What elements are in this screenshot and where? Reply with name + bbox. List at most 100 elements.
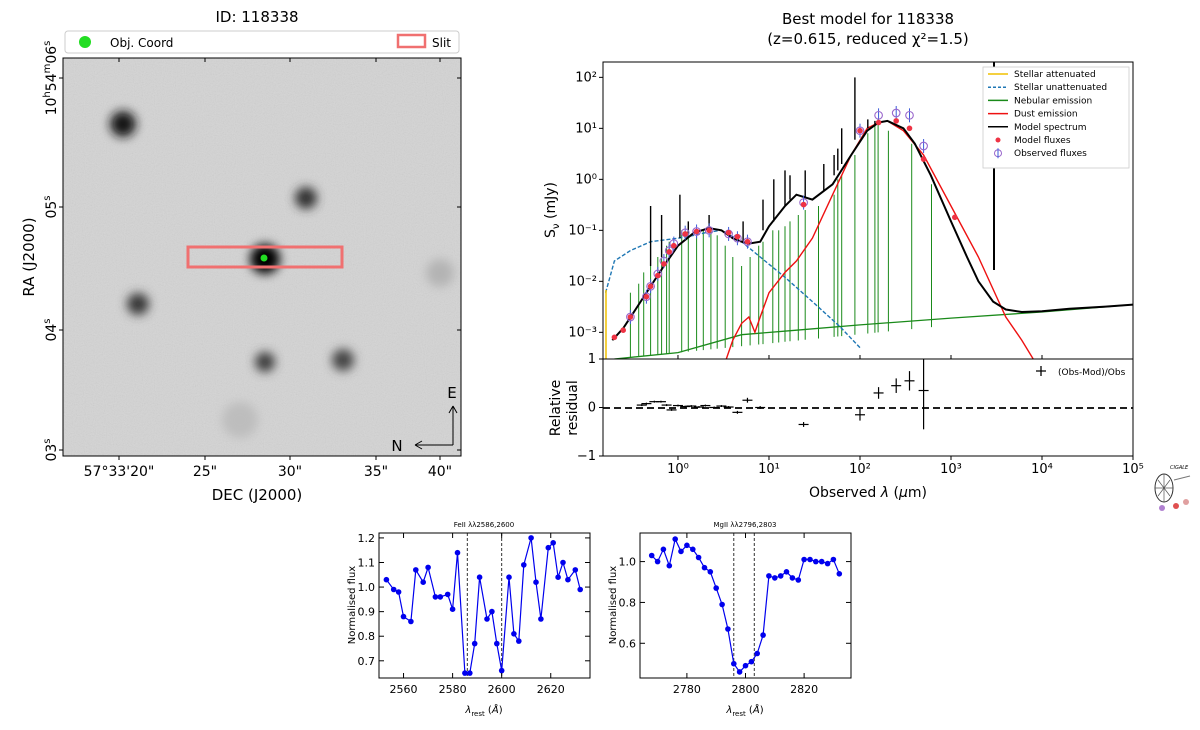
flux-point xyxy=(420,579,427,585)
image-ytick-label: 04s xyxy=(42,318,60,341)
flux-point xyxy=(577,586,583,593)
flux-point xyxy=(725,626,731,632)
sed-yticks: 10² 10¹ 10⁰ 10⁻¹ 10⁻² 10⁻³ xyxy=(568,70,1134,359)
observed-flux-point xyxy=(642,292,651,302)
image-xtick-label: 40" xyxy=(428,464,452,480)
model-flux-point xyxy=(734,233,741,240)
xtick-label: 2620 xyxy=(537,683,565,696)
model-flux-point xyxy=(647,283,654,290)
flux-point xyxy=(824,560,831,567)
flux-point xyxy=(654,558,661,565)
flux-point xyxy=(713,585,719,591)
xtick-label: 2780 xyxy=(673,683,701,696)
sed-ylabel: Sν (mJy) xyxy=(543,182,562,238)
star-4 xyxy=(255,352,275,372)
feii-panel: FeII λλ2586,2600 2560 2580 2600 2620 0.7 0.8 0… xyxy=(347,521,591,718)
compass: E N xyxy=(391,384,458,455)
flux-point xyxy=(560,559,566,566)
sed-title: Best model for 118338 xyxy=(782,10,954,28)
flux-point xyxy=(390,586,397,593)
flux-point xyxy=(766,573,772,579)
flux-point xyxy=(383,576,390,583)
series-dust-emission xyxy=(725,120,1034,359)
flux-point xyxy=(836,571,843,577)
flux-point xyxy=(538,616,544,622)
flux-point xyxy=(772,575,778,581)
flux-point xyxy=(425,564,431,571)
image-ytick-label: 05s xyxy=(42,195,60,218)
flux-point xyxy=(444,591,451,598)
model-flux-point xyxy=(800,201,807,208)
residual-xtick-label: 10⁴ xyxy=(1031,462,1053,477)
xtick-label: 2800 xyxy=(732,683,760,696)
image-legend: Obj. Coord Slit xyxy=(64,30,460,54)
residual-xticks: 10⁰ 10¹ 10² 10³ 10⁴ 10⁵ xyxy=(667,456,1144,477)
cigale-logo-text: CIGALE xyxy=(1170,465,1189,471)
xtick-label: 2560 xyxy=(390,683,418,696)
flux-point xyxy=(395,589,402,595)
flux-point xyxy=(760,632,766,638)
model-flux-point xyxy=(857,127,863,134)
flux-point xyxy=(830,556,837,563)
flux-point xyxy=(408,618,414,625)
image-xtick-label: 25" xyxy=(193,464,217,480)
observed-flux-point xyxy=(874,110,883,120)
feii-xlabel: λrest (Å) xyxy=(464,703,502,718)
flux-point xyxy=(489,608,495,615)
residual-xtick-label: 10³ xyxy=(940,462,962,477)
flux-point xyxy=(432,594,439,600)
flux-point xyxy=(550,540,556,546)
star-3 xyxy=(127,293,149,315)
flux-point xyxy=(528,535,534,541)
flux-point xyxy=(748,658,755,665)
xtick-label: 2600 xyxy=(488,683,516,696)
image-title: ID: 118338 xyxy=(215,8,298,26)
residual-xtick-label: 10¹ xyxy=(758,462,780,477)
flux-point xyxy=(506,574,512,580)
flux-point xyxy=(678,548,684,555)
image-yticks: 10h54m06s 05s 04s 03s xyxy=(42,41,461,462)
model-flux-point xyxy=(893,118,899,124)
star-1 xyxy=(110,111,136,137)
ytick-label: 1.2 xyxy=(358,532,376,545)
flux-point xyxy=(462,670,468,676)
feii-ticks: 2560 2580 2600 2620 0.7 0.8 0.9 1.0 1.1 1.2 xyxy=(358,532,590,696)
legend-slit-label: Slit xyxy=(432,36,451,50)
series-nebular-emission xyxy=(614,303,1133,359)
flux-point xyxy=(555,574,561,580)
image-xtick-label: 30" xyxy=(278,464,302,480)
flux-point xyxy=(684,542,690,549)
sed-ytick-label: 10¹ xyxy=(575,121,597,136)
flux-point xyxy=(690,546,696,553)
feii-line-markers xyxy=(466,533,503,678)
flux-point xyxy=(754,650,760,657)
image-ytick-label: 10h54m06s xyxy=(42,41,60,116)
flux-point xyxy=(521,562,527,568)
model-flux-point xyxy=(671,242,677,249)
flux-point xyxy=(807,556,813,563)
feii-points xyxy=(383,535,583,676)
legend-obj-marker xyxy=(79,36,91,48)
model-fluxes xyxy=(611,118,958,341)
mgii-title: MgII λλ2796,2803 xyxy=(714,521,777,529)
obj-coord-marker xyxy=(260,254,268,262)
model-flux-point xyxy=(611,334,618,341)
ytick-label: 1.0 xyxy=(619,556,637,569)
flux-point xyxy=(449,606,456,612)
sed-legend-label: Dust emission xyxy=(1014,110,1078,120)
residual-xtick-label: 10⁰ xyxy=(667,462,689,477)
flux-point xyxy=(672,536,678,542)
ytick-label: 0.8 xyxy=(358,630,376,643)
residual-ytick-label: −1 xyxy=(577,449,596,464)
ytick-label: 0.9 xyxy=(358,606,376,619)
flux-point xyxy=(484,616,490,622)
model-flux-point xyxy=(682,231,688,237)
feii-title: FeII λλ2586,2600 xyxy=(454,521,514,529)
observed-flux-point xyxy=(919,141,928,151)
slit-rect xyxy=(186,245,344,269)
residual-yticks: 1 0 −1 xyxy=(577,352,603,464)
residual-points xyxy=(636,359,929,430)
model-flux-point xyxy=(906,125,913,132)
flux-point xyxy=(565,576,571,583)
sed-ytick-label: 10⁻² xyxy=(568,274,597,289)
